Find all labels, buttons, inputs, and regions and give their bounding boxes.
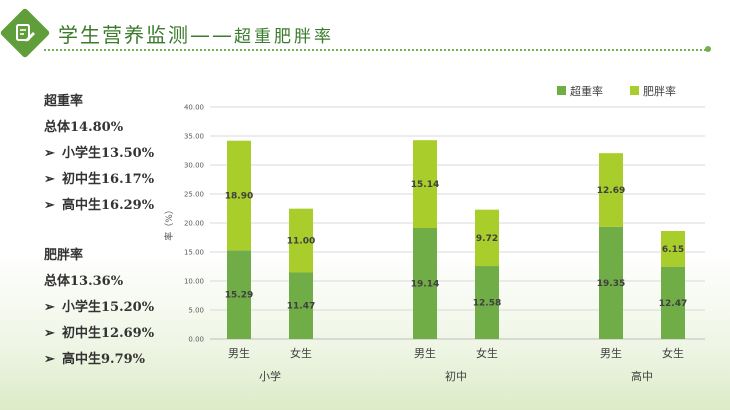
y-tick-label: 20.00 <box>184 220 204 228</box>
x-group-label: 高中 <box>631 369 653 383</box>
bar-obesity <box>475 209 499 267</box>
y-tick-label: 40.00 <box>184 104 204 112</box>
data-label-overweight: 12.47 <box>659 299 687 309</box>
overweight-heading: 超重率 <box>44 94 84 109</box>
overweight-item-junior: ➢ 初中生16.17% <box>44 172 155 187</box>
y-tick-label: 0.00 <box>188 336 204 344</box>
bar-overweight <box>227 250 251 339</box>
data-label-obesity: 11.00 <box>287 237 315 247</box>
bullet-arrow-icon: ➢ <box>44 172 55 187</box>
data-label-overweight: 19.14 <box>411 279 439 289</box>
data-label-obesity: 6.15 <box>662 245 684 255</box>
title-divider <box>44 49 710 51</box>
title-divider-dot <box>705 46 711 52</box>
obesity-item-junior: ➢ 初中生12.69% <box>44 326 155 341</box>
obesity-overall: 总体13.36% <box>44 274 124 289</box>
legend-swatch <box>630 86 639 95</box>
y-tick-label: 15.00 <box>184 249 204 257</box>
bar-overweight <box>413 227 437 339</box>
bullet-arrow-icon: ➢ <box>44 326 55 341</box>
overweight-item-senior: ➢ 高中生16.29% <box>44 198 155 213</box>
x-category-label: 男生 <box>600 346 622 360</box>
title-sub: 超重肥胖率 <box>234 27 334 47</box>
obesity-heading: 肥胖率 <box>44 248 84 263</box>
legend-label: 超重率 <box>570 84 603 98</box>
y-axis-label: 率（%） <box>163 205 175 241</box>
bar-obesity <box>289 208 313 273</box>
x-category-label: 女生 <box>476 346 498 360</box>
bullet-arrow-icon: ➢ <box>44 146 55 161</box>
x-group-label: 小学 <box>259 369 281 383</box>
bar-obesity <box>599 153 623 227</box>
data-label-overweight: 19.35 <box>597 279 625 289</box>
obesity-item-primary: ➢ 小学生15.20% <box>44 300 155 315</box>
data-label-obesity: 15.14 <box>411 180 439 190</box>
bar-obesity <box>413 140 437 228</box>
page-title: 学生营养监测——超重肥胖率 <box>58 19 334 48</box>
x-category-label: 女生 <box>662 346 684 360</box>
bar-overweight <box>475 266 499 339</box>
bar-obesity <box>661 231 685 267</box>
bar-overweight <box>661 266 685 339</box>
bullet-arrow-icon: ➢ <box>44 352 55 367</box>
title-dash: —— <box>190 23 234 47</box>
data-label-obesity: 9.72 <box>476 234 498 244</box>
data-label-overweight: 12.58 <box>473 299 501 309</box>
data-label-overweight: 15.29 <box>225 291 253 301</box>
legend-swatch <box>557 86 566 95</box>
legend-label: 肥胖率 <box>643 84 676 98</box>
bar-obesity <box>227 140 251 251</box>
y-tick-label: 30.00 <box>184 162 204 170</box>
title-main: 学生营养监测 <box>58 23 190 47</box>
data-label-overweight: 11.47 <box>287 302 315 312</box>
x-category-label: 男生 <box>414 346 436 360</box>
y-tick-label: 5.00 <box>188 307 204 315</box>
bar-overweight <box>289 272 313 339</box>
y-tick-label: 10.00 <box>184 278 204 286</box>
y-tick-label: 35.00 <box>184 133 204 141</box>
bullet-arrow-icon: ➢ <box>44 198 55 213</box>
overweight-overall: 总体14.80% <box>44 120 124 135</box>
x-category-label: 男生 <box>228 346 250 360</box>
obesity-item-senior: ➢ 高中生9.79% <box>44 352 146 367</box>
overweight-item-primary: ➢ 小学生13.50% <box>44 146 155 161</box>
bar-overweight <box>599 226 623 339</box>
edit-note-icon <box>16 24 35 42</box>
bullet-arrow-icon: ➢ <box>44 300 55 315</box>
data-label-obesity: 18.90 <box>225 192 253 202</box>
y-tick-label: 25.00 <box>184 191 204 199</box>
x-group-label: 初中 <box>445 369 467 383</box>
data-label-obesity: 12.69 <box>597 186 625 196</box>
x-category-label: 女生 <box>290 346 312 360</box>
